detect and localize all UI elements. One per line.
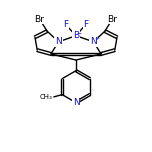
Text: F: F: [63, 20, 68, 29]
Text: Br: Br: [108, 14, 117, 24]
Text: N: N: [73, 98, 79, 107]
Text: N: N: [55, 37, 62, 46]
Text: +: +: [94, 36, 99, 41]
Text: CH₃: CH₃: [40, 94, 52, 100]
Text: B: B: [73, 31, 79, 40]
Text: −: −: [77, 30, 82, 35]
Text: N: N: [90, 37, 97, 46]
Text: Br: Br: [35, 14, 44, 24]
Text: F: F: [83, 20, 88, 29]
